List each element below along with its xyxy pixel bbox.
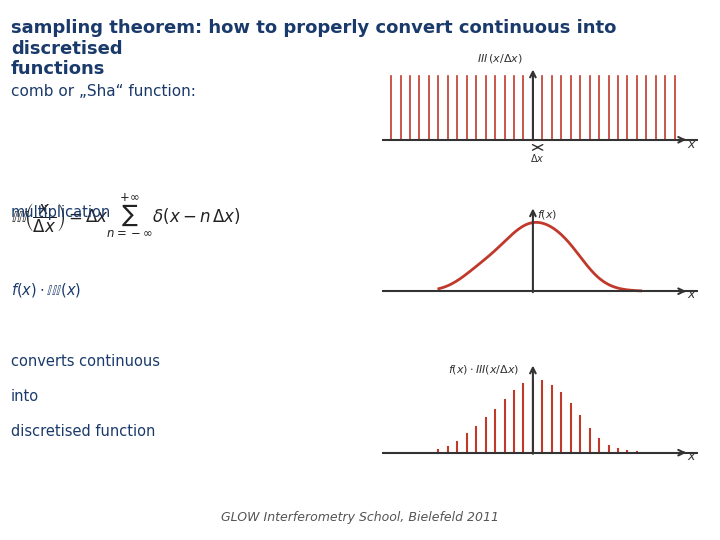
Text: $f(x) \cdot \mathbb{III}(x)$: $f(x) \cdot \mathbb{III}(x)$ — [11, 281, 81, 299]
Text: $f(x)\cdot\mathit{III}(x/\Delta x)$: $f(x)\cdot\mathit{III}(x/\Delta x)$ — [448, 363, 518, 376]
Text: GLOW Interferometry School, Bielefeld 2011: GLOW Interferometry School, Bielefeld 20… — [221, 511, 499, 524]
Text: discretised function: discretised function — [11, 424, 156, 439]
Text: $\Delta x$: $\Delta x$ — [531, 152, 545, 165]
Text: multiplication: multiplication — [11, 205, 111, 220]
Text: into: into — [11, 389, 39, 404]
Text: sampling theorem: how to properly convert continuous into discretised
functions: sampling theorem: how to properly conver… — [11, 19, 616, 78]
Text: $x$: $x$ — [687, 288, 697, 301]
Text: $x$: $x$ — [687, 450, 697, 463]
Text: comb or „Sha“ function:: comb or „Sha“ function: — [11, 84, 196, 99]
Text: converts continuous: converts continuous — [11, 354, 160, 369]
Text: $f(x)$: $f(x)$ — [536, 208, 557, 221]
Text: $\mathit{III}\,(x/\Delta x)$: $\mathit{III}\,(x/\Delta x)$ — [477, 52, 523, 65]
Text: $\mathbb{III}\!\left(\dfrac{x}{\Delta x}\right) = \Delta x \sum_{n=-\infty}^{+\i: $\mathbb{III}\!\left(\dfrac{x}{\Delta x}… — [11, 192, 240, 240]
Text: $x$: $x$ — [687, 138, 697, 151]
